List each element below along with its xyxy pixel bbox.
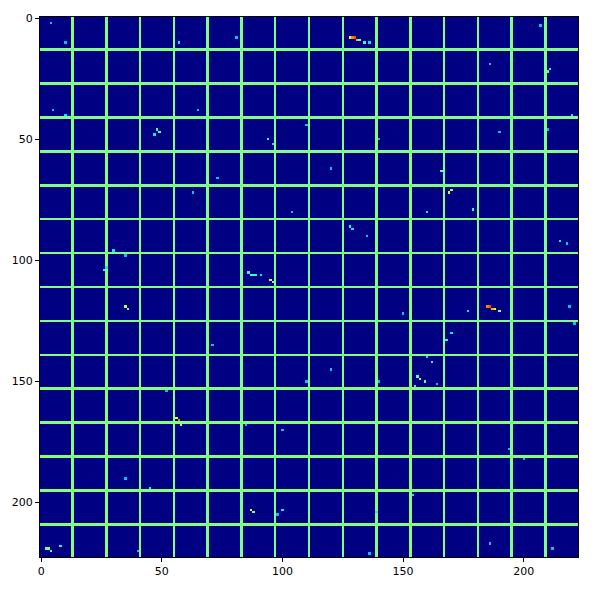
svg-text:50: 50 (155, 565, 169, 578)
svg-text:150: 150 (12, 375, 33, 388)
svg-text:100: 100 (12, 254, 33, 267)
svg-text:100: 100 (272, 565, 293, 578)
svg-text:150: 150 (393, 565, 414, 578)
svg-text:0: 0 (26, 12, 33, 25)
svg-text:0: 0 (38, 565, 45, 578)
svg-text:50: 50 (19, 133, 33, 146)
svg-text:200: 200 (513, 565, 534, 578)
svg-text:200: 200 (12, 496, 33, 509)
